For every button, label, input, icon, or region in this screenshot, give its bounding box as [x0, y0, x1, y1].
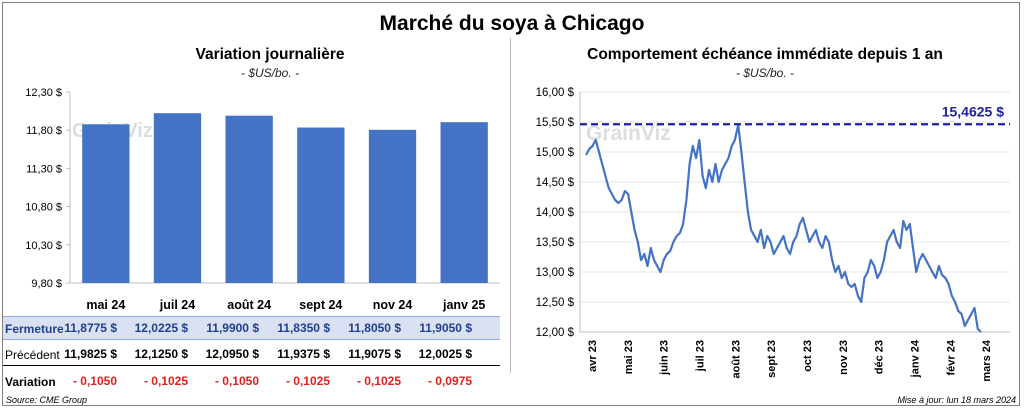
panel-divider [510, 38, 511, 373]
reference-label: 15,4625 $ [942, 103, 1004, 119]
bar [225, 115, 273, 284]
x-tick-label: oct 23 [802, 340, 814, 372]
line-chart: 16,00 $ 15,50 $ 15,00 $ 14,50 $ 14,00 $ 13,50… [536, 87, 1010, 382]
y-tick-label: 15,50 $ [536, 117, 575, 129]
close-cell: 11,8050 $ [348, 321, 401, 335]
table-row-variation: Variation - 0,1050 - 0,1025 - 0,1050 - 0… [3, 370, 500, 392]
x-tick-label: avr 23 [587, 340, 599, 372]
x-tick-label: févr 24 [945, 339, 957, 375]
table-row-fermeture: Fermeture 11,8775 $ 12,0225 $ 11,9900 $ … [3, 316, 500, 340]
x-tick-label: mai 24 [86, 298, 125, 312]
source-note: Source: CME Group [6, 395, 88, 405]
x-tick-label: nov 23 [838, 340, 850, 375]
previous-cell: 12,1250 $ [134, 347, 188, 361]
y-tick-label: 12,50 $ [536, 297, 575, 309]
bar [153, 113, 202, 284]
x-tick-label: janv 24 [910, 339, 922, 378]
bar [440, 122, 488, 283]
y-tick-label: 13,00 $ [536, 267, 575, 279]
main-title: Marché du soya à Chicago [379, 12, 645, 35]
y-tick-label: 14,50 $ [536, 177, 575, 189]
previous-cell: 11,9075 $ [348, 347, 401, 361]
previous-cell: 11,9375 $ [277, 347, 330, 361]
x-tick-label: juin 23 [659, 340, 671, 376]
x-tick-label: août 23 [730, 340, 742, 379]
row-label-precedent: Précédent [5, 348, 60, 362]
x-tick-label: mai 23 [623, 340, 635, 374]
row-label-variation: Variation [5, 375, 56, 389]
y-tick-label: 13,50 $ [536, 237, 575, 249]
x-tick-label: sept 24 [299, 298, 342, 312]
x-tick-label: sept 23 [766, 340, 778, 378]
close-cell: 12,0225 $ [134, 321, 188, 335]
table-row-precedent: Précédent 11,9825 $ 12,1250 $ 12,0950 $ … [3, 343, 500, 366]
x-tick-label: déc 23 [874, 340, 886, 374]
x-tick-label: mars 24 [981, 339, 993, 381]
x-tick-label: janv 25 [442, 298, 485, 312]
y-tick-label: 9,80 $ [31, 278, 62, 290]
close-cell: 11,8350 $ [277, 321, 330, 335]
close-cell: 11,9900 $ [206, 321, 259, 335]
close-cell: 11,8775 $ [64, 321, 117, 335]
variation-cell: - 0,1025 [285, 374, 330, 388]
row-label-fermeture: Fermeture [5, 322, 64, 336]
y-tick-label: 14,00 $ [536, 207, 575, 219]
previous-cell: 11,9825 $ [64, 347, 117, 361]
y-tick-label: 10,30 $ [25, 240, 62, 252]
y-tick-label: 16,00 $ [536, 87, 575, 99]
right-chart-unit: - $US/bo. - [735, 66, 795, 80]
variation-cell: - 0,1050 [72, 374, 117, 388]
x-tick-label: août 24 [227, 298, 271, 312]
variation-cell: - 0,1050 [214, 374, 259, 388]
x-tick-label: nov 24 [373, 298, 413, 312]
bar [297, 127, 345, 283]
update-note: Mise à jour: lun 18 mars 2024 [897, 395, 1016, 405]
previous-cell: 12,0950 $ [205, 347, 259, 361]
bar [82, 124, 130, 284]
close-cell: 11,9050 $ [419, 321, 472, 335]
right-chart-title: Comportement échéance immédiate depuis 1… [587, 46, 943, 63]
variation-cell: - 0,1025 [356, 374, 401, 388]
watermark-text: GrainViz [586, 122, 671, 145]
y-tick-label: 12,00 $ [536, 327, 575, 339]
left-chart-unit: - $US/bo. - [240, 66, 300, 80]
y-tick-label: 11,80 $ [26, 125, 62, 137]
y-tick-label: 15,00 $ [536, 147, 575, 159]
x-tick-label: juil 23 [695, 340, 707, 372]
bar [368, 129, 417, 283]
x-tick-label: juil 24 [159, 298, 195, 312]
previous-cell: 12,0025 $ [418, 347, 472, 361]
variation-cell: - 0,0975 [427, 374, 472, 388]
y-tick-label: 12,30 $ [25, 87, 62, 99]
price-line [585, 123, 982, 333]
y-tick-label: 11,30 $ [26, 163, 62, 175]
left-chart-title: Variation journalière [195, 46, 345, 63]
bar-chart: 12,30 $ 11,80 $ 11,30 $ 10,80 $ 10,30 $ 9,80 … [25, 87, 500, 312]
y-tick-label: 10,80 $ [25, 202, 62, 214]
variation-cell: - 0,1025 [143, 374, 188, 388]
